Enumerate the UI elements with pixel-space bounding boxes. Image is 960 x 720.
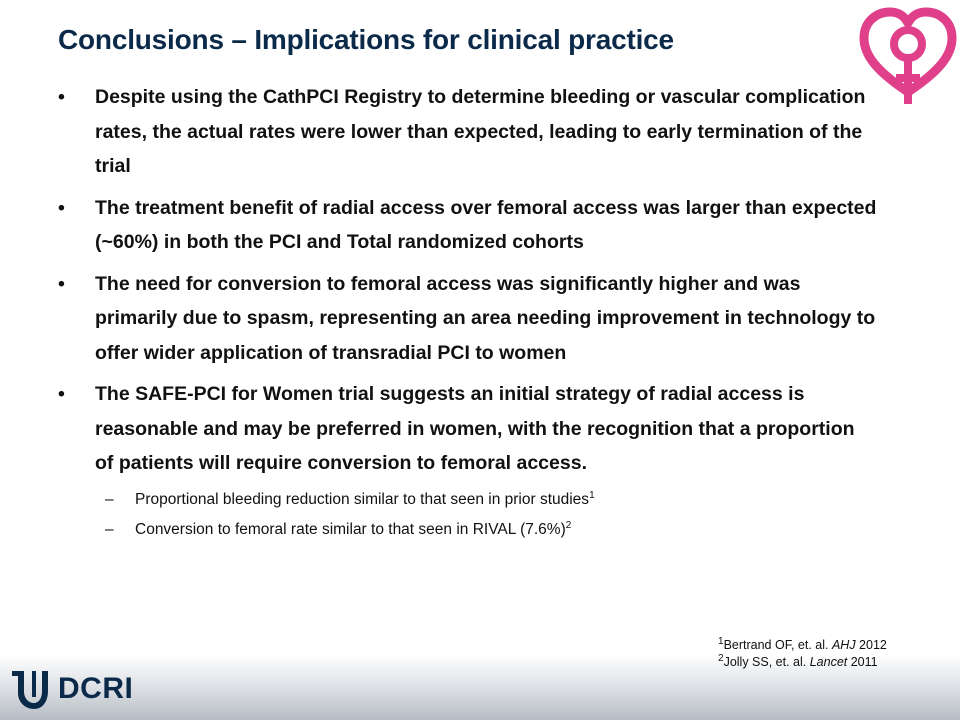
- sub-bullet-text: Proportional bleeding reduction similar …: [135, 490, 590, 508]
- reference-item: 2Jolly SS, et. al. Lancet 2011: [718, 652, 887, 671]
- sub-bullet-marker: –: [105, 490, 114, 508]
- reference-year: 2011: [847, 655, 878, 669]
- bullet-list: • Despite using the CathPCI Registry to …: [58, 80, 878, 552]
- bullet-marker: •: [58, 86, 65, 108]
- heart-venus-logo-icon: [859, 7, 957, 104]
- bullet-text: The SAFE-PCI for Women trial suggests an…: [95, 383, 855, 474]
- slide-title: Conclusions – Implications for clinical …: [58, 24, 674, 55]
- references: 1Bertrand OF, et. al. AHJ 2012 2Jolly SS…: [718, 635, 887, 671]
- bullet-item: • The SAFE-PCI for Women trial suggests …: [58, 377, 878, 545]
- bullet-item: • Despite using the CathPCI Registry to …: [58, 80, 878, 184]
- reference-number: 1: [718, 635, 724, 647]
- bullet-item: • The treatment benefit of radial access…: [58, 191, 878, 260]
- reference-item: 1Bertrand OF, et. al. AHJ 2012: [718, 635, 887, 654]
- sub-bullet-item: – Conversion to femoral rate similar to …: [95, 515, 878, 545]
- citation-superscript: 1: [589, 489, 595, 501]
- sub-bullet-list: – Proportional bleeding reduction simila…: [95, 485, 878, 545]
- dcri-logo-text: DCRI: [58, 672, 134, 705]
- bullet-marker: •: [58, 272, 65, 295]
- dcri-logo: DCRI: [12, 665, 133, 713]
- bullet-marker: •: [58, 383, 65, 405]
- sub-bullet-item: – Proportional bleeding reduction simila…: [95, 485, 878, 515]
- reference-journal: Lancet: [809, 655, 848, 669]
- bullet-item: • The need for conversion to femoral acc…: [58, 267, 878, 371]
- bullet-marker: •: [58, 196, 65, 219]
- reference-number: 2: [718, 652, 724, 664]
- bullet-text: The need for conversion to femoral acces…: [95, 272, 876, 364]
- bullet-text: The treatment benefit of radial access o…: [95, 196, 877, 254]
- bullet-text: Despite using the CathPCI Registry to de…: [95, 86, 866, 177]
- footer-band: [0, 655, 960, 720]
- duke-d-logo-icon: [12, 671, 48, 709]
- citation-superscript: 2: [565, 519, 572, 531]
- reference-journal: AHJ: [831, 638, 856, 652]
- sub-bullet-marker: –: [105, 520, 114, 538]
- sub-bullet-text: Conversion to femoral rate similar to th…: [135, 520, 566, 538]
- reference-year: 2012: [855, 638, 887, 652]
- reference-authors: Jolly SS, et. al.: [723, 655, 810, 669]
- reference-authors: Bertrand OF, et. al.: [723, 638, 832, 652]
